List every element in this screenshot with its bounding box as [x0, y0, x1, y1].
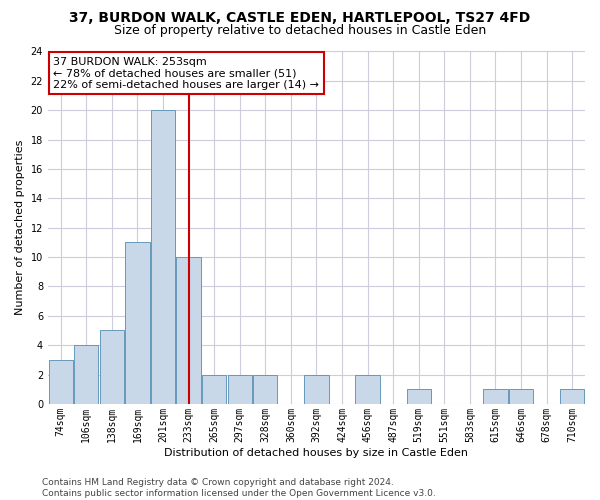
Text: 37 BURDON WALK: 253sqm
← 78% of detached houses are smaller (51)
22% of semi-det: 37 BURDON WALK: 253sqm ← 78% of detached…	[53, 57, 319, 90]
Y-axis label: Number of detached properties: Number of detached properties	[15, 140, 25, 316]
Bar	[125, 242, 149, 404]
Bar	[253, 374, 277, 404]
Bar	[407, 389, 431, 404]
Bar	[509, 389, 533, 404]
Bar	[202, 374, 226, 404]
X-axis label: Distribution of detached houses by size in Castle Eden: Distribution of detached houses by size …	[164, 448, 469, 458]
Bar	[304, 374, 329, 404]
Bar	[560, 389, 584, 404]
Bar	[227, 374, 252, 404]
Bar	[355, 374, 380, 404]
Bar	[176, 257, 201, 404]
Bar	[151, 110, 175, 404]
Text: Size of property relative to detached houses in Castle Eden: Size of property relative to detached ho…	[114, 24, 486, 37]
Bar	[100, 330, 124, 404]
Bar	[484, 389, 508, 404]
Text: 37, BURDON WALK, CASTLE EDEN, HARTLEPOOL, TS27 4FD: 37, BURDON WALK, CASTLE EDEN, HARTLEPOOL…	[70, 11, 530, 25]
Text: Contains HM Land Registry data © Crown copyright and database right 2024.
Contai: Contains HM Land Registry data © Crown c…	[42, 478, 436, 498]
Bar	[49, 360, 73, 404]
Bar	[74, 345, 98, 404]
